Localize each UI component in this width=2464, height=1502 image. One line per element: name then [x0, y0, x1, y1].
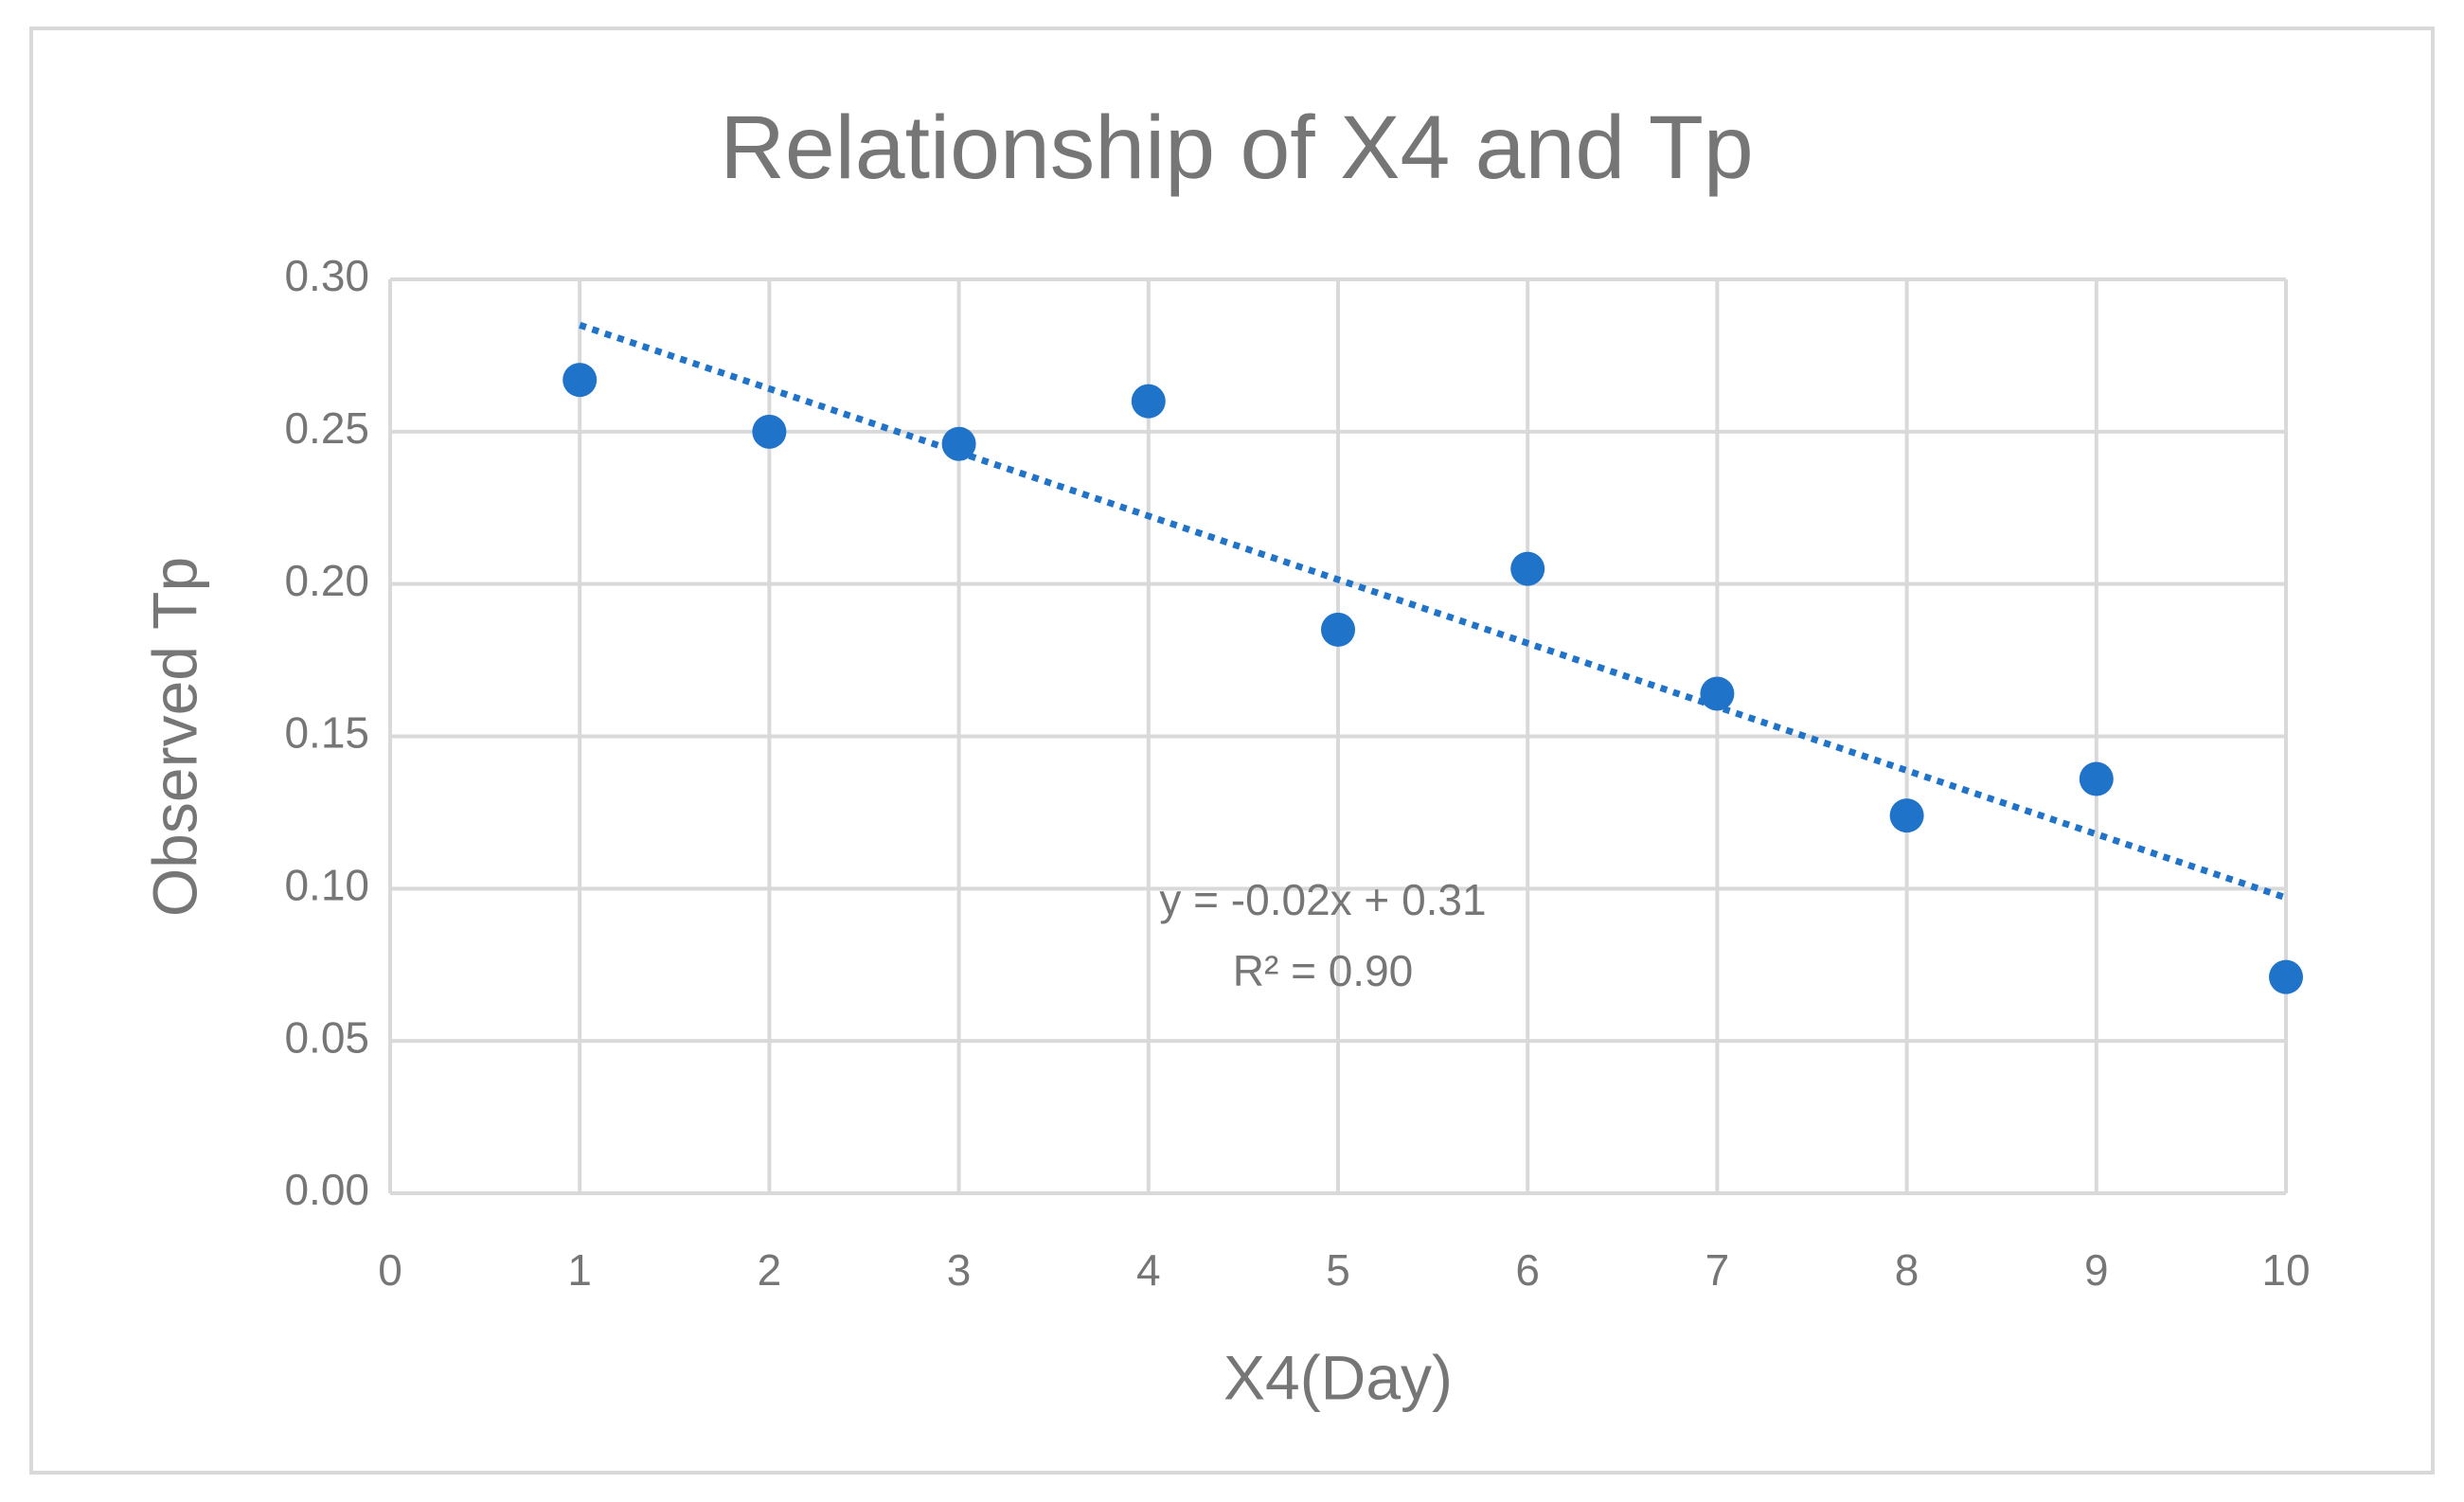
data-point	[752, 414, 787, 449]
y-tick-label: 0.10	[284, 860, 369, 909]
y-tick-label: 0.20	[284, 556, 369, 605]
x-tick-label: 9	[2084, 1245, 2109, 1295]
chart-title: Relationship of X4 and Tp	[720, 98, 1753, 198]
data-point	[1700, 676, 1735, 711]
trendline	[579, 321, 2288, 902]
x-tick-label: 8	[1895, 1245, 1919, 1295]
y-tick-label: 0.25	[284, 403, 369, 453]
data-point	[941, 426, 976, 461]
x-axis-title: X4(Day)	[1223, 1342, 1453, 1412]
data-point	[1321, 612, 1355, 647]
x-tick-label: 0	[378, 1245, 402, 1295]
x-tick-label: 10	[2261, 1245, 2310, 1295]
y-tick-label: 0.00	[284, 1165, 369, 1214]
x-tick-label: 3	[947, 1245, 972, 1295]
annotation: R² = 0.90	[1233, 946, 1414, 995]
chart-frame	[29, 27, 2435, 1475]
x-tick-label: 7	[1705, 1245, 1730, 1295]
x-tick-label: 2	[758, 1245, 782, 1295]
data-point	[562, 363, 598, 398]
annotation: y = -0.02x + 0.31	[1159, 875, 1486, 924]
x-tick-label: 6	[1515, 1245, 1540, 1295]
y-tick-label: 0.30	[284, 251, 369, 300]
y-tick-label: 0.05	[284, 1012, 369, 1062]
y-tick-label: 0.15	[284, 708, 369, 758]
data-point	[1131, 384, 1166, 419]
x-tick-label: 5	[1326, 1245, 1350, 1295]
data-point	[2079, 761, 2114, 796]
data-point	[2269, 959, 2303, 994]
data-point	[1510, 551, 1545, 586]
y-axis-title: Observed Tp	[139, 557, 209, 917]
x-tick-label: 1	[567, 1245, 592, 1295]
data-point	[1889, 798, 1924, 833]
x-tick-label: 4	[1136, 1245, 1161, 1295]
